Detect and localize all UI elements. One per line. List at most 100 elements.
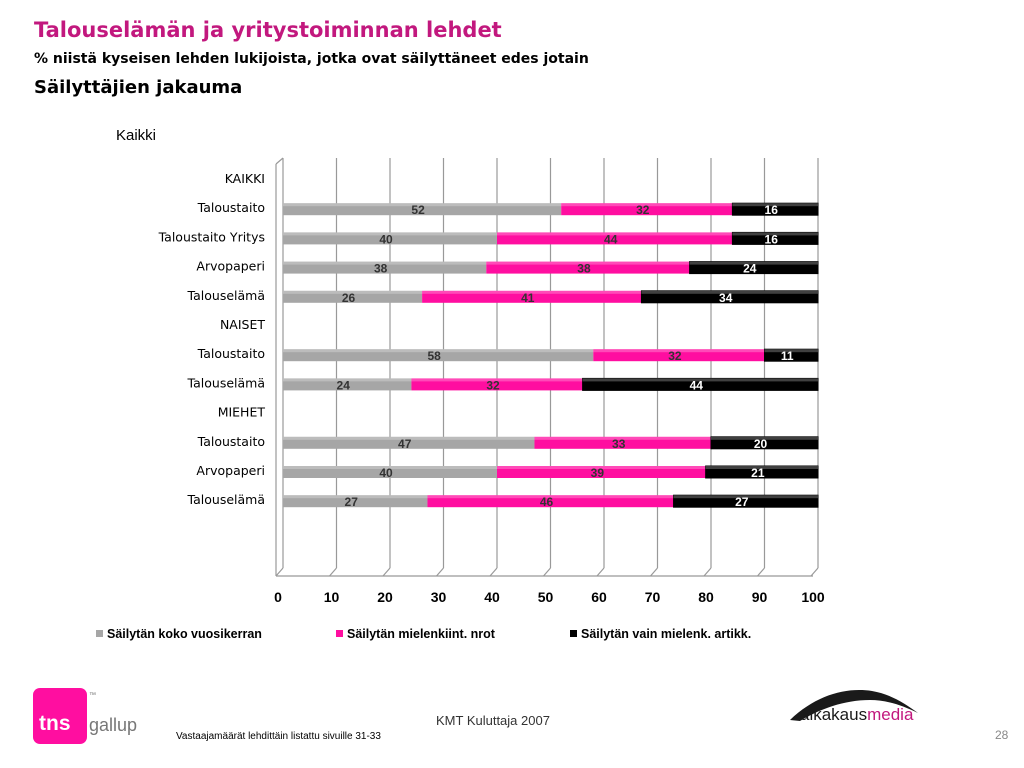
category-label: Taloustaito [197,434,265,449]
stacked-bar-chart: 0 10 20 30 40 50 60 70 80 90 100 KAIKKI Taloustaito 5… [96,157,825,641]
data-label: 26 [342,291,356,305]
category-label: Taloustaito [197,200,265,215]
data-label: 58 [427,349,441,363]
bar-highlight [283,436,535,440]
bar-highlight [732,203,818,207]
bar-segment [710,436,819,450]
axis-depth-top [275,157,284,165]
bar-segment [427,495,674,508]
x-tick-label: 20 [377,589,393,605]
bar-segment [283,378,412,391]
legend-swatch [336,630,343,637]
data-label: 40 [379,232,393,246]
bar-segment [283,349,594,362]
bar-highlight [732,232,818,236]
bar-highlight [711,436,818,440]
bar-segment [640,290,819,304]
bar-highlight [534,436,711,440]
floor-gridline [543,567,551,577]
bar-segment [283,466,497,478]
legend-label: Säilytän mielenkiint. nrot [347,627,496,641]
bar-segment [731,202,819,216]
data-label: 21 [751,466,765,480]
x-tick-label: 60 [591,589,607,605]
bar-highlight [582,378,818,382]
bar-segment [411,378,583,391]
data-label: 52 [411,203,425,217]
data-label: 34 [719,291,733,305]
group-header-label: NAISET [220,317,265,332]
data-label: 27 [345,495,359,509]
group-header-label: MIEHET [218,405,266,420]
data-label: 27 [735,495,749,509]
category-label: Arvopaperi [196,259,265,274]
aikakaus-text: aikakaus [800,705,867,724]
footnote-text: Vastaajamäärät lehdittäin listattu sivui… [176,731,381,742]
data-label: 16 [765,203,779,217]
floor-gridline [810,567,819,577]
x-tick-label: 40 [484,589,500,605]
svg-text:aikakausmedia: aikakausmedia [800,705,914,724]
page-title: Talouselämän ja yritystoiminnan lehdet [34,18,502,42]
bar-segment [283,203,562,216]
x-tick-label: 70 [645,589,661,605]
aikakausmedia-logo: aikakausmedia [786,683,966,732]
media-text: media [867,705,914,724]
bar-highlight [764,349,818,353]
bar-segment [497,466,706,478]
data-label: 32 [636,203,650,217]
bar-segment [283,261,487,274]
floor-gridline [436,567,444,577]
data-label: 46 [540,495,554,509]
data-label: 11 [781,349,794,363]
floor-gridline [329,567,337,577]
x-tick-label: 10 [324,589,340,605]
tns-gallup-logo: tns gallup ™ [33,688,143,751]
bar-highlight [283,466,497,469]
bar-segment [283,232,497,245]
bar-highlight [283,261,487,265]
category-label: Taloustaito [197,346,265,361]
bar-segment [283,290,423,303]
bar-highlight [673,495,818,499]
bar-highlight [283,349,594,353]
bar-highlight [283,290,423,294]
bar-highlight [411,378,583,382]
data-label: 47 [398,437,412,451]
x-tick-label: 30 [431,589,447,605]
bar-highlight [283,232,497,236]
category-label: Talouselämä [187,288,265,303]
chart-title: Kaikki [116,127,157,144]
group-header-label: KAIKKI [225,171,265,186]
data-label: 32 [486,378,500,392]
bar-segment [422,290,642,303]
bar-segment [764,348,819,362]
bar-segment [534,436,711,449]
data-label: 16 [765,232,779,246]
bar-highlight [497,466,706,469]
floor-gridline [489,567,498,577]
x-tick-label: 80 [698,589,714,605]
bar-highlight [283,203,562,207]
bar-highlight [689,261,818,265]
data-label: 24 [743,262,757,276]
tm-mark: ™ [89,692,96,699]
data-label: 39 [591,466,605,480]
bar-highlight [427,495,674,499]
bar-segment [561,203,733,216]
page-subtitle-2: Säilyttäjien jakauma [34,77,243,98]
bar-segment [593,349,765,362]
bar-segment [689,261,819,275]
x-tick-label: 90 [752,589,768,605]
bar-segment [497,232,733,245]
bar-highlight [641,290,818,294]
bar-highlight [283,495,428,499]
page-subtitle: % niistä kyseisen lehden lukijoista, jot… [34,51,589,67]
data-label: 32 [668,349,682,363]
bar-segment [582,377,819,391]
data-label: 38 [577,262,591,276]
data-label: 33 [612,437,626,451]
bar-highlight [561,203,733,207]
data-label: 44 [604,232,618,246]
bar-segment [731,231,819,245]
